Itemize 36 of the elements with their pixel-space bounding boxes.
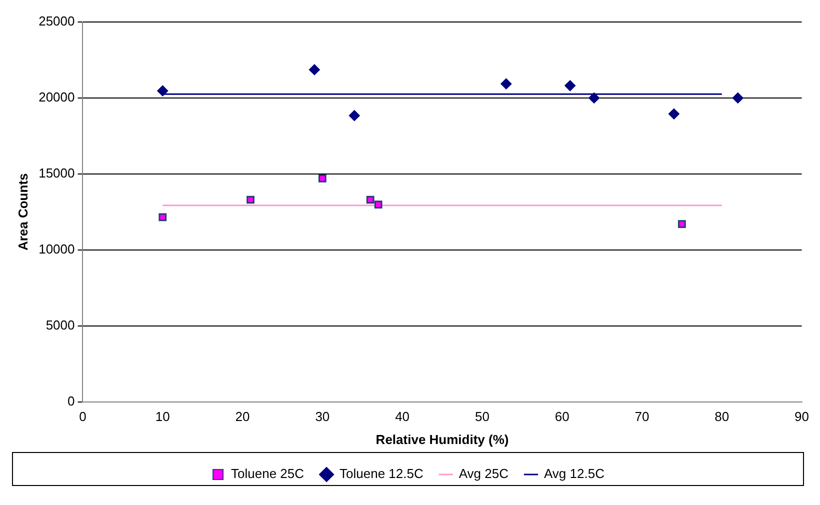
point	[588, 92, 600, 104]
x-tick-label: 80	[714, 409, 730, 424]
x-tick-label: 90	[794, 409, 810, 424]
point	[308, 64, 320, 76]
y-tick-label: 25000	[38, 14, 75, 29]
x-axis-title: Relative Humidity (%)	[376, 432, 509, 447]
point	[732, 92, 744, 104]
point	[564, 80, 576, 92]
x-tick-label: 30	[315, 409, 330, 424]
y-tick-label: 15000	[38, 166, 75, 180]
y-tick-label: 0	[68, 393, 75, 408]
x-tick-label: 10	[155, 409, 170, 424]
y-tick-label: 10000	[38, 241, 75, 256]
legend-label: Toluene 12.5C	[340, 466, 424, 482]
x-tick-label: 60	[554, 409, 570, 424]
legend-label: Avg 12.5C	[544, 466, 604, 482]
y-tick-label: 20000	[38, 90, 75, 105]
y-axis-title: Area Counts	[15, 173, 30, 251]
legend-label: Toluene 25C	[231, 466, 304, 482]
legend-label: Avg 25C	[458, 466, 509, 482]
point	[246, 196, 254, 204]
point	[366, 196, 374, 204]
point	[348, 110, 360, 122]
point	[374, 200, 382, 209]
x-tick-label: 20	[235, 409, 250, 424]
x-tick-label: 0	[79, 409, 86, 424]
point	[668, 108, 680, 120]
x-tick-label: 50	[474, 409, 490, 424]
point	[500, 78, 512, 90]
point	[678, 220, 686, 228]
y-tick-label: 5000	[46, 317, 75, 332]
x-tick-label: 40	[395, 409, 410, 424]
x-tick-label: 70	[634, 409, 650, 424]
point	[318, 174, 326, 182]
point	[157, 85, 168, 96]
point	[158, 213, 167, 222]
